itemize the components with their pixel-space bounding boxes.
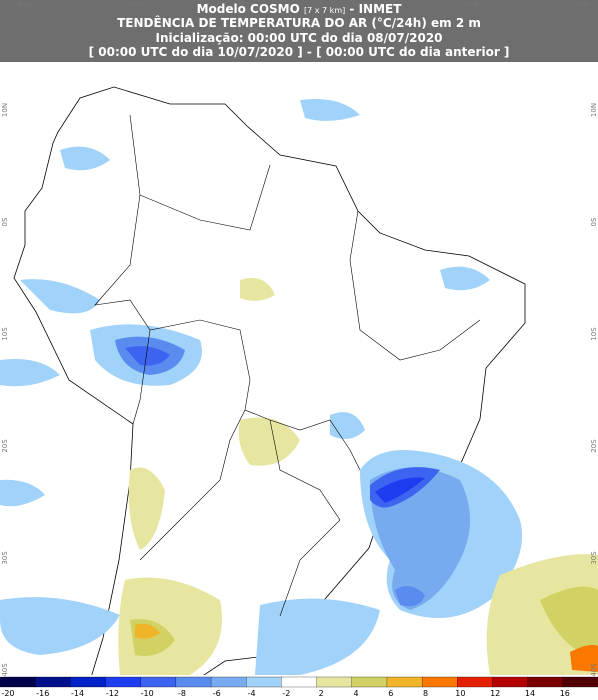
header-box — [0, 0, 598, 62]
colorbar-swatch — [351, 676, 388, 688]
trend-fields — [0, 99, 598, 675]
colorbar-swatch — [457, 676, 494, 688]
lat-label-left: 0S — [1, 217, 9, 226]
lon-label: 60W — [240, 1, 256, 9]
colorbar-label: 8 — [423, 689, 428, 698]
colorbar-label: -10 — [141, 689, 154, 698]
lat-labels: 10N 10N 0S 0S 10S 10S 20S 20S 30S 30S 40S 40S — [1, 103, 598, 677]
colorbar-label: -14 — [71, 689, 84, 698]
colorbar-label: 14 — [525, 689, 535, 698]
header-init: Inicialização: 00:00 UTC do dia 08/07/20… — [155, 31, 442, 45]
lat-label-right: 0S — [590, 217, 598, 226]
lat-label-left: 10S — [1, 327, 9, 341]
colorbar-label: -4 — [248, 689, 256, 698]
colorbar-label: 6 — [388, 689, 393, 698]
colorbar-label: -6 — [213, 689, 221, 698]
resolution: [7 x 7 km] — [304, 6, 345, 15]
borders — [94, 114, 481, 617]
lat-label-left: 10N — [1, 103, 9, 117]
lon-label: 30W — [575, 1, 591, 9]
institute: - INMET — [349, 2, 402, 16]
colorbar-label: 12 — [490, 689, 500, 698]
colorbar-label: 10 — [455, 689, 465, 698]
colorbar-swatch — [0, 676, 36, 688]
colorbar-swatch — [421, 676, 458, 688]
lat-label-right: 20S — [590, 439, 598, 453]
colorbar-label: -2 — [282, 689, 290, 698]
model: Modelo COSMO — [197, 2, 300, 16]
colorbar-label: 4 — [353, 689, 358, 698]
colorbar-swatch — [492, 676, 529, 688]
lat-label-right: 10S — [590, 327, 598, 341]
lon-label: 40W — [463, 1, 479, 9]
colorbar-swatch — [246, 676, 283, 688]
colorbar-swatch — [140, 676, 177, 688]
lat-label-left: 30S — [1, 551, 9, 565]
colorbar-swatch — [210, 676, 247, 688]
colorbar-label: -16 — [36, 689, 49, 698]
header-line-1: Modelo COSMO [7 x 7 km] - INMET — [197, 2, 403, 16]
lat-label-right: 10N — [590, 103, 598, 117]
lat-label-left: 20S — [1, 439, 9, 453]
lon-label: 80W — [17, 1, 33, 9]
colorbar-label: 16 — [560, 689, 570, 698]
colorbar-swatch — [105, 676, 142, 688]
colorbar-swatch — [35, 676, 72, 688]
lat-label-right: 30S — [590, 551, 598, 565]
colorbar-label: -12 — [106, 689, 119, 698]
colorbar: -20 -16 -14 -12 -10 -8 -6 -4 -2 2 4 6 8 10 12 14 16 — [0, 676, 598, 698]
lat-label-right: 40S — [590, 663, 598, 677]
colorbar-label: 2 — [319, 689, 324, 698]
header-title: TENDÊNCIA DE TEMPERATURA DO AR (°C/24h) … — [117, 15, 481, 30]
colorbar-swatch — [70, 676, 107, 688]
lon-label: 50W — [352, 1, 368, 9]
colorbar-swatch — [386, 676, 423, 688]
colorbar-label: -20 — [1, 689, 14, 698]
map-area — [0, 86, 598, 675]
colorbar-swatch — [527, 676, 564, 688]
colorbar-swatch — [281, 676, 318, 688]
lon-label: 70W — [129, 1, 145, 9]
lon-labels: 80W 70W 60W 50W 40W 30W — [17, 1, 590, 9]
colorbar-swatch — [316, 676, 353, 688]
colorbar-swatch — [562, 676, 598, 688]
header-period: [ 00:00 UTC do dia 10/07/2020 ] - [ 00:0… — [89, 45, 510, 59]
lat-label-left: 40S — [1, 663, 9, 677]
colorbar-label: -8 — [178, 689, 186, 698]
colorbar-swatch — [175, 676, 212, 688]
